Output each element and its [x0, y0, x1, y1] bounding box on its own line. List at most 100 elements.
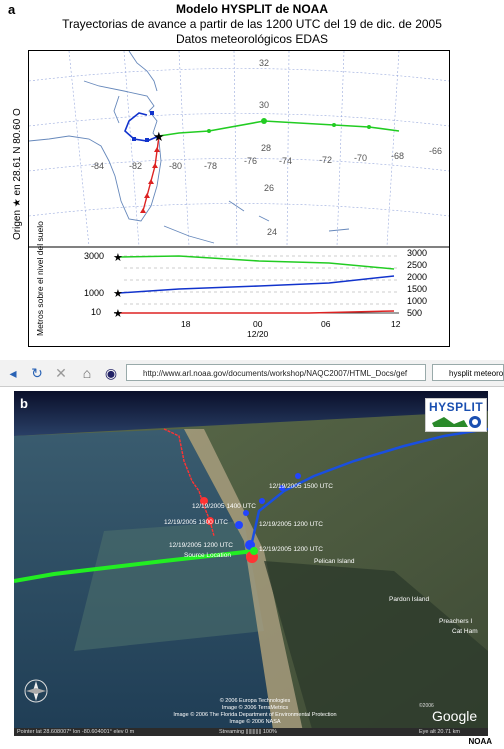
lon-label: -76	[244, 156, 257, 166]
hysplit-logo: HYSPLIT	[425, 398, 487, 432]
figure-subtitle-2: Datos meteorológicos EDAS	[175, 32, 329, 46]
origin-star-icon: ★	[113, 252, 123, 264]
back-arrow-icon[interactable]: ◂	[9, 365, 17, 381]
height-tick-left: 1000	[84, 288, 104, 298]
traj-point	[140, 208, 146, 213]
hysplit-logo-text: HYSPLIT	[429, 400, 484, 414]
green-origin-point	[250, 547, 258, 555]
eye-altitude: Eye alt 20.71 km	[419, 729, 460, 735]
place-label: Pelican Island	[314, 558, 355, 565]
origin-side-text: Origen ★ en 28.61 N 80.60 O	[12, 108, 23, 240]
trajectory-map: -84 -82 -80 -78 -76 -74 -72 -70 -68 -66 …	[28, 50, 450, 347]
map-grid	[29, 51, 449, 247]
blue-height-line	[118, 275, 395, 294]
place-label: Pardon Island	[389, 596, 429, 603]
lon-label: -70	[354, 153, 367, 163]
google-earth-view[interactable]: 12/19/2005 1500 UTC 12/19/2005 1400 UTC …	[14, 391, 488, 736]
lon-label: -74	[279, 156, 292, 166]
time-tick: 06	[321, 319, 331, 329]
footer-credit: NOAA	[468, 737, 492, 746]
time-tick: 12	[391, 319, 401, 329]
traj-point	[235, 521, 243, 529]
source-location-label: Source Location	[184, 552, 231, 559]
red-trajectory-line	[142, 135, 160, 212]
traj-point	[207, 129, 211, 133]
origin-star-icon: ★	[153, 129, 165, 144]
traj-point	[279, 485, 285, 491]
traj-point	[154, 147, 160, 152]
height-tick-right: 3000	[407, 248, 427, 258]
credit-line: Image © 2006 NASA	[229, 719, 281, 725]
credit-line: Image © 2006 The Florida Department of E…	[173, 712, 337, 718]
height-tick-left: 10	[91, 307, 101, 317]
traj-point	[206, 517, 214, 525]
lon-label: -66	[429, 146, 442, 156]
compass-icon[interactable]	[24, 679, 48, 703]
lat-label: 24	[267, 227, 277, 237]
traj-point	[261, 118, 267, 124]
traj-point	[295, 473, 301, 479]
noaa-logo-icon	[432, 416, 481, 428]
green-height-line	[118, 255, 395, 270]
traj-time-label: 12/19/2005 1200 UTC	[259, 521, 323, 528]
height-tick-right: 1500	[407, 284, 427, 294]
height-tick-right: 2500	[407, 260, 427, 270]
lat-label: 32	[259, 58, 269, 68]
lat-label: 26	[264, 183, 274, 193]
traj-point	[332, 123, 336, 127]
red-height-line	[119, 310, 395, 314]
lon-label: -84	[91, 161, 104, 171]
home-icon[interactable]: ⌂	[82, 365, 92, 381]
address-bar[interactable]: http://www.arl.noaa.gov/documents/worksh…	[126, 364, 426, 381]
traj-time-label: 12/19/2005 1400 UTC	[192, 503, 256, 510]
figure-title: Modelo HYSPLIT de NOAA	[175, 2, 328, 16]
traj-point	[144, 193, 150, 198]
traj-time-label: 12/19/2005 1200 UTC	[169, 542, 233, 549]
lat-label: 30	[259, 100, 269, 110]
red-trajectory-points	[140, 147, 160, 213]
blue-trajectory-3d	[248, 427, 488, 552]
figure-title-block: Modelo HYSPLIT de NOAA Trayectorias de a…	[0, 2, 504, 47]
credit-line: © 2006 Europa Technologies	[219, 698, 291, 704]
traj-point	[132, 137, 136, 141]
lon-label: -80	[169, 161, 182, 171]
blue-trajectory-points	[132, 111, 154, 142]
imagery-credits: © 2006 Europa Technologies Image © 2006 …	[140, 698, 370, 726]
traj-time-label: 12/19/2005 1200 UTC	[259, 546, 323, 553]
origin-star-icon: ★	[113, 308, 123, 320]
place-label: Preachers I	[439, 618, 472, 625]
height-axis-label: Metros sobre el nivel del suelo	[35, 221, 45, 336]
height-tick-left: 3000	[84, 251, 104, 261]
traj-point	[259, 498, 265, 504]
green-trajectory-line	[158, 120, 400, 137]
lat-label: 28	[261, 143, 271, 153]
traj-point	[152, 163, 158, 168]
google-logo: Google	[432, 708, 477, 724]
stop-icon[interactable]: ✕	[55, 365, 67, 381]
panel-a-label: a	[8, 2, 16, 17]
status-bar: Pointer lat 28.608007° lon -80.604001° e…	[14, 728, 488, 736]
panel-b-label: b	[20, 396, 28, 411]
search-field[interactable]: hysplit meteorology	[432, 364, 504, 381]
google-year: ©2006	[419, 702, 434, 709]
traj-point	[243, 510, 249, 516]
time-tick: 18	[181, 319, 191, 329]
traj-point	[150, 111, 154, 115]
site-favicon: ◉	[104, 365, 118, 381]
date-tick: 12/20	[247, 329, 269, 339]
pointer-readout: Pointer lat 28.608007° lon -80.604001° e…	[17, 729, 135, 735]
streaming-status: Streaming ||||||||||| 100%	[219, 729, 277, 735]
traj-time-label: 12/19/2005 1500 UTC	[269, 483, 333, 490]
refresh-icon[interactable]: ↻	[31, 365, 43, 381]
height-tick-right: 1000	[407, 296, 427, 306]
traj-point	[367, 125, 371, 129]
height-tick-right: 2000	[407, 272, 427, 282]
lon-label: -78	[204, 161, 217, 171]
blue-trajectory-points	[235, 473, 301, 550]
place-label: Cat Ham	[452, 628, 478, 635]
credit-line: Image © 2006 TerraMetrics	[221, 705, 289, 711]
lon-label: -72	[319, 155, 332, 165]
origin-star-icon: ★	[113, 288, 123, 300]
traj-point	[145, 138, 149, 142]
coastline	[29, 51, 350, 244]
